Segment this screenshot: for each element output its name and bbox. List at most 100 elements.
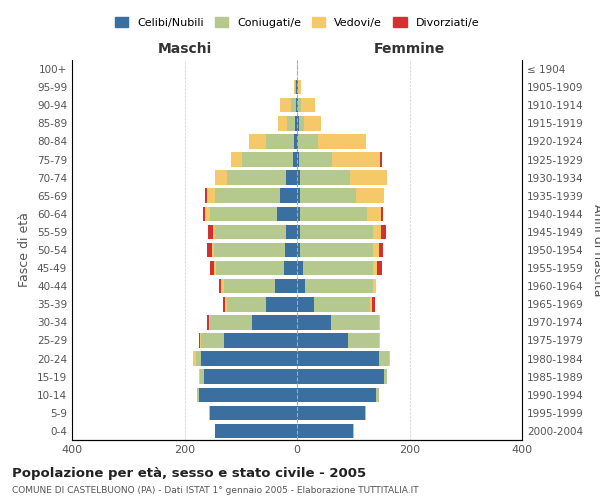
Bar: [227, 170, 286, 185]
Bar: [297, 188, 300, 203]
Bar: [298, 98, 301, 112]
Bar: [296, 98, 297, 112]
Bar: [212, 243, 214, 257]
Bar: [297, 152, 299, 167]
Bar: [275, 279, 297, 293]
Bar: [220, 279, 221, 293]
Bar: [314, 297, 370, 312]
Bar: [199, 388, 297, 402]
Y-axis label: Anni di nascita: Anni di nascita: [592, 204, 600, 296]
Bar: [297, 98, 298, 112]
Bar: [370, 297, 372, 312]
Bar: [295, 116, 297, 130]
Bar: [297, 352, 379, 366]
Bar: [193, 352, 196, 366]
Text: Popolazione per età, sesso e stato civile - 2005: Popolazione per età, sesso e stato civil…: [12, 468, 366, 480]
Bar: [207, 243, 212, 257]
Bar: [196, 352, 202, 366]
Bar: [197, 388, 199, 402]
Bar: [210, 206, 277, 221]
Bar: [379, 333, 380, 347]
Bar: [252, 315, 297, 330]
Bar: [294, 134, 297, 148]
Bar: [384, 370, 387, 384]
Bar: [202, 352, 297, 366]
Bar: [297, 170, 300, 185]
Bar: [297, 370, 384, 384]
Bar: [373, 224, 382, 239]
Bar: [266, 297, 297, 312]
Bar: [372, 297, 374, 312]
Bar: [204, 370, 297, 384]
Bar: [284, 243, 297, 257]
Bar: [379, 315, 380, 330]
Bar: [389, 352, 390, 366]
Bar: [367, 206, 382, 221]
Bar: [331, 315, 379, 330]
Bar: [224, 333, 297, 347]
Bar: [214, 261, 216, 276]
Bar: [298, 134, 318, 148]
Bar: [215, 224, 286, 239]
Bar: [294, 80, 295, 94]
Bar: [298, 80, 301, 94]
Bar: [215, 424, 297, 438]
Bar: [208, 224, 212, 239]
Bar: [207, 188, 215, 203]
Bar: [300, 188, 356, 203]
Bar: [216, 261, 284, 276]
Bar: [380, 152, 382, 167]
Text: Maschi: Maschi: [157, 42, 212, 56]
Bar: [347, 333, 379, 347]
Bar: [277, 206, 297, 221]
Bar: [230, 152, 242, 167]
Bar: [214, 243, 284, 257]
Bar: [300, 170, 350, 185]
Bar: [280, 98, 292, 112]
Bar: [300, 206, 367, 221]
Bar: [379, 352, 389, 366]
Bar: [373, 243, 379, 257]
Bar: [302, 261, 373, 276]
Bar: [377, 261, 382, 276]
Bar: [373, 261, 377, 276]
Bar: [356, 188, 384, 203]
Bar: [382, 206, 383, 221]
Bar: [210, 406, 297, 420]
Bar: [212, 224, 215, 239]
Bar: [299, 152, 332, 167]
Bar: [304, 116, 321, 130]
Bar: [202, 333, 224, 347]
Bar: [332, 152, 380, 167]
Bar: [301, 98, 315, 112]
Bar: [297, 333, 347, 347]
Bar: [209, 315, 210, 330]
Text: Femmine: Femmine: [374, 42, 445, 56]
Bar: [297, 388, 376, 402]
Bar: [299, 116, 304, 130]
Bar: [382, 224, 386, 239]
Bar: [200, 333, 202, 347]
Bar: [242, 152, 293, 167]
Bar: [379, 243, 383, 257]
Bar: [199, 333, 200, 347]
Bar: [292, 98, 296, 112]
Bar: [205, 206, 210, 221]
Bar: [305, 279, 373, 293]
Bar: [297, 116, 299, 130]
Bar: [297, 315, 331, 330]
Bar: [207, 315, 209, 330]
Bar: [373, 279, 376, 293]
Bar: [286, 170, 297, 185]
Bar: [200, 370, 204, 384]
Bar: [300, 243, 373, 257]
Bar: [297, 134, 298, 148]
Bar: [205, 188, 207, 203]
Bar: [227, 297, 266, 312]
Bar: [286, 224, 297, 239]
Bar: [210, 315, 252, 330]
Bar: [297, 424, 353, 438]
Bar: [221, 279, 224, 293]
Bar: [280, 188, 297, 203]
Bar: [297, 206, 300, 221]
